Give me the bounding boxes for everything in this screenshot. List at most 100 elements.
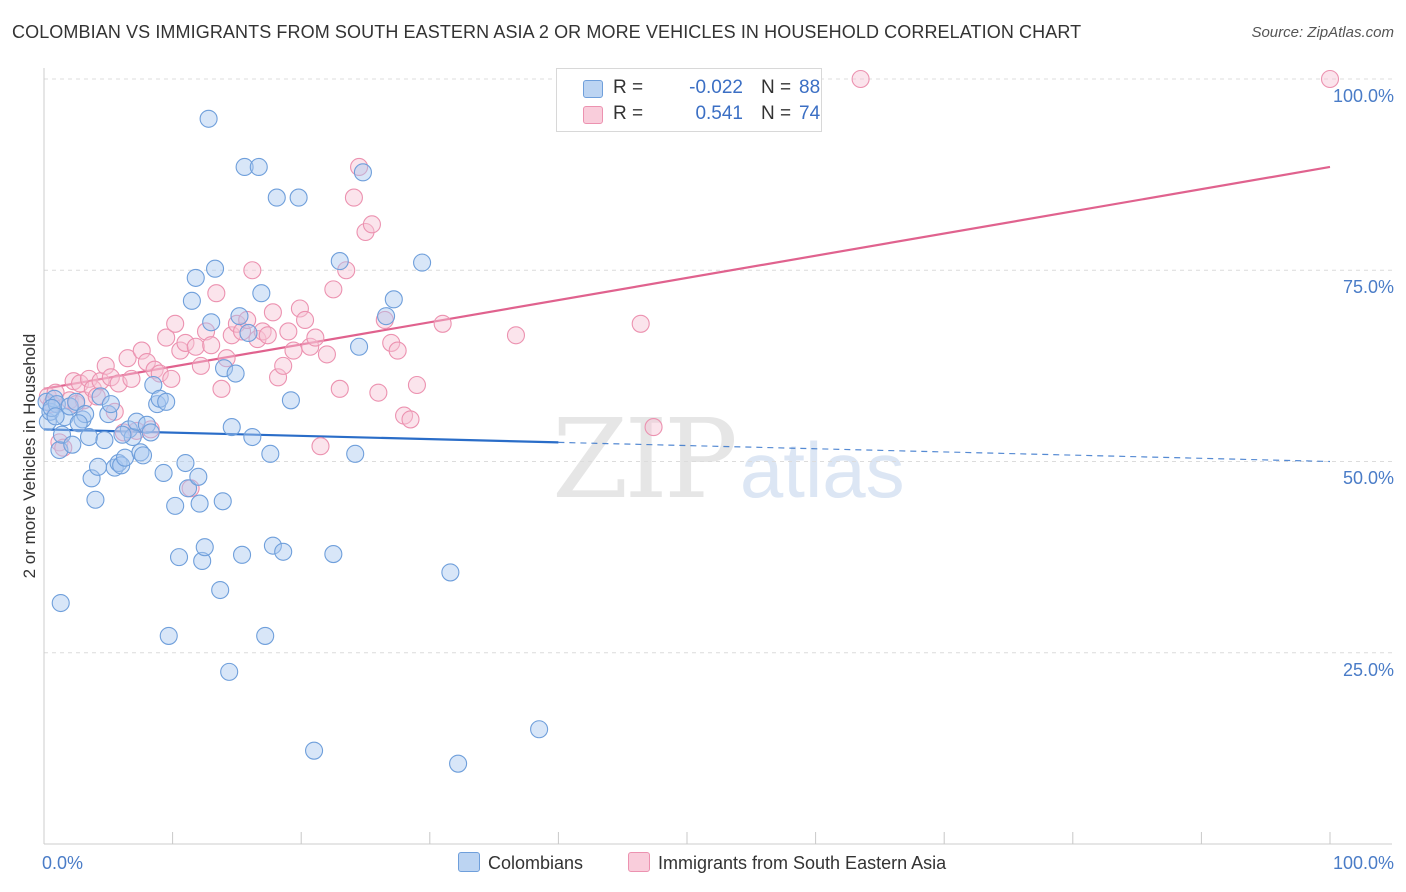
data-point [127,412,146,431]
watermark: ZIPatlas [552,395,905,523]
data-point [182,291,201,310]
data-point [141,423,160,442]
data-point [296,310,315,330]
data-point [317,345,336,364]
data-point [401,410,420,429]
data-point [289,188,308,207]
data-point [42,398,61,418]
trend-line-colombians [43,428,559,444]
data-point [202,313,221,332]
data-point [46,407,65,426]
source-label: Source: ZipAtlas.com [1251,24,1394,41]
trend-line-colombians-extension [558,441,1331,463]
r-value: 0.541 [695,103,743,124]
data-point [433,314,452,333]
legend-item-sea[interactable]: Immigrants from South Eastern Asia [628,852,946,874]
correlation-stats-box: R = -0.022 N = 88 R = 0.541 N = 74 [556,68,822,132]
n-value: 74 [799,103,821,124]
data-point [63,435,82,454]
data-point [324,280,343,299]
data-point [337,261,356,280]
data-point [154,463,173,483]
data-point [263,536,282,555]
data-point [113,425,132,444]
data-point [220,662,239,681]
data-point [306,328,325,347]
data-point [274,542,293,561]
data-point [131,443,150,462]
data-point [76,405,95,424]
trend-lines [43,165,1331,463]
data-point [263,303,282,322]
data-point [284,341,303,360]
data-point [261,444,280,463]
data-point [258,326,277,345]
legend-label: Immigrants from South Eastern Asia [658,853,947,873]
y-tick-label: 75.0% [1342,277,1394,297]
data-point [86,490,105,509]
data-point [1320,69,1340,89]
data-point [176,333,195,352]
n-label: N = [761,77,792,98]
data-point [232,322,252,341]
data-point [226,364,245,383]
x-tick-label: 0.0% [42,853,84,873]
data-point [369,383,388,402]
data-point [115,448,135,467]
data-point [274,356,293,375]
data-point [212,379,231,398]
data-point [252,284,271,303]
data-point [67,392,86,411]
data-point [186,337,205,356]
legend-swatch [628,852,650,872]
data-point [301,337,320,356]
y-axis-label: 2 or more Vehicles in Household [20,333,39,579]
data-point [311,437,330,456]
data-point [441,563,460,582]
data-point [87,387,106,406]
data-point [51,593,70,613]
data-point [137,352,156,372]
data-point [269,368,288,387]
data-point [169,548,189,567]
data-point [178,479,198,498]
data-point [195,538,214,557]
r-label: R = [613,77,644,98]
y-tick-label: 50.0% [1342,468,1394,488]
data-point [79,369,99,388]
data-point [60,397,79,416]
data-point [193,551,212,571]
data-point [211,580,230,600]
data-point [202,336,221,355]
data-point [118,349,137,368]
data-point [159,626,178,645]
data-point [281,391,300,410]
data-point [382,333,401,352]
data-point [239,323,258,343]
data-point [413,253,432,272]
data-point [207,284,226,303]
data-point [88,457,108,476]
data-point [256,626,275,645]
data-point [189,467,208,486]
data-point [356,222,375,242]
data-point [243,261,262,280]
data-point [69,414,88,433]
data-point [249,157,268,177]
data-point [157,392,176,411]
data-point [243,427,262,447]
data-point [176,453,195,473]
data-point [290,299,309,318]
data-point [205,259,225,278]
data-point [82,469,101,488]
data-point [388,341,407,360]
data-point [279,322,298,341]
data-point [157,328,176,347]
data-point [362,215,381,234]
data-point [644,418,663,437]
data-point [132,341,151,360]
stats-swatch [583,106,603,124]
legend-item-colombians[interactable]: Colombians [458,852,583,874]
data-point [95,431,114,450]
